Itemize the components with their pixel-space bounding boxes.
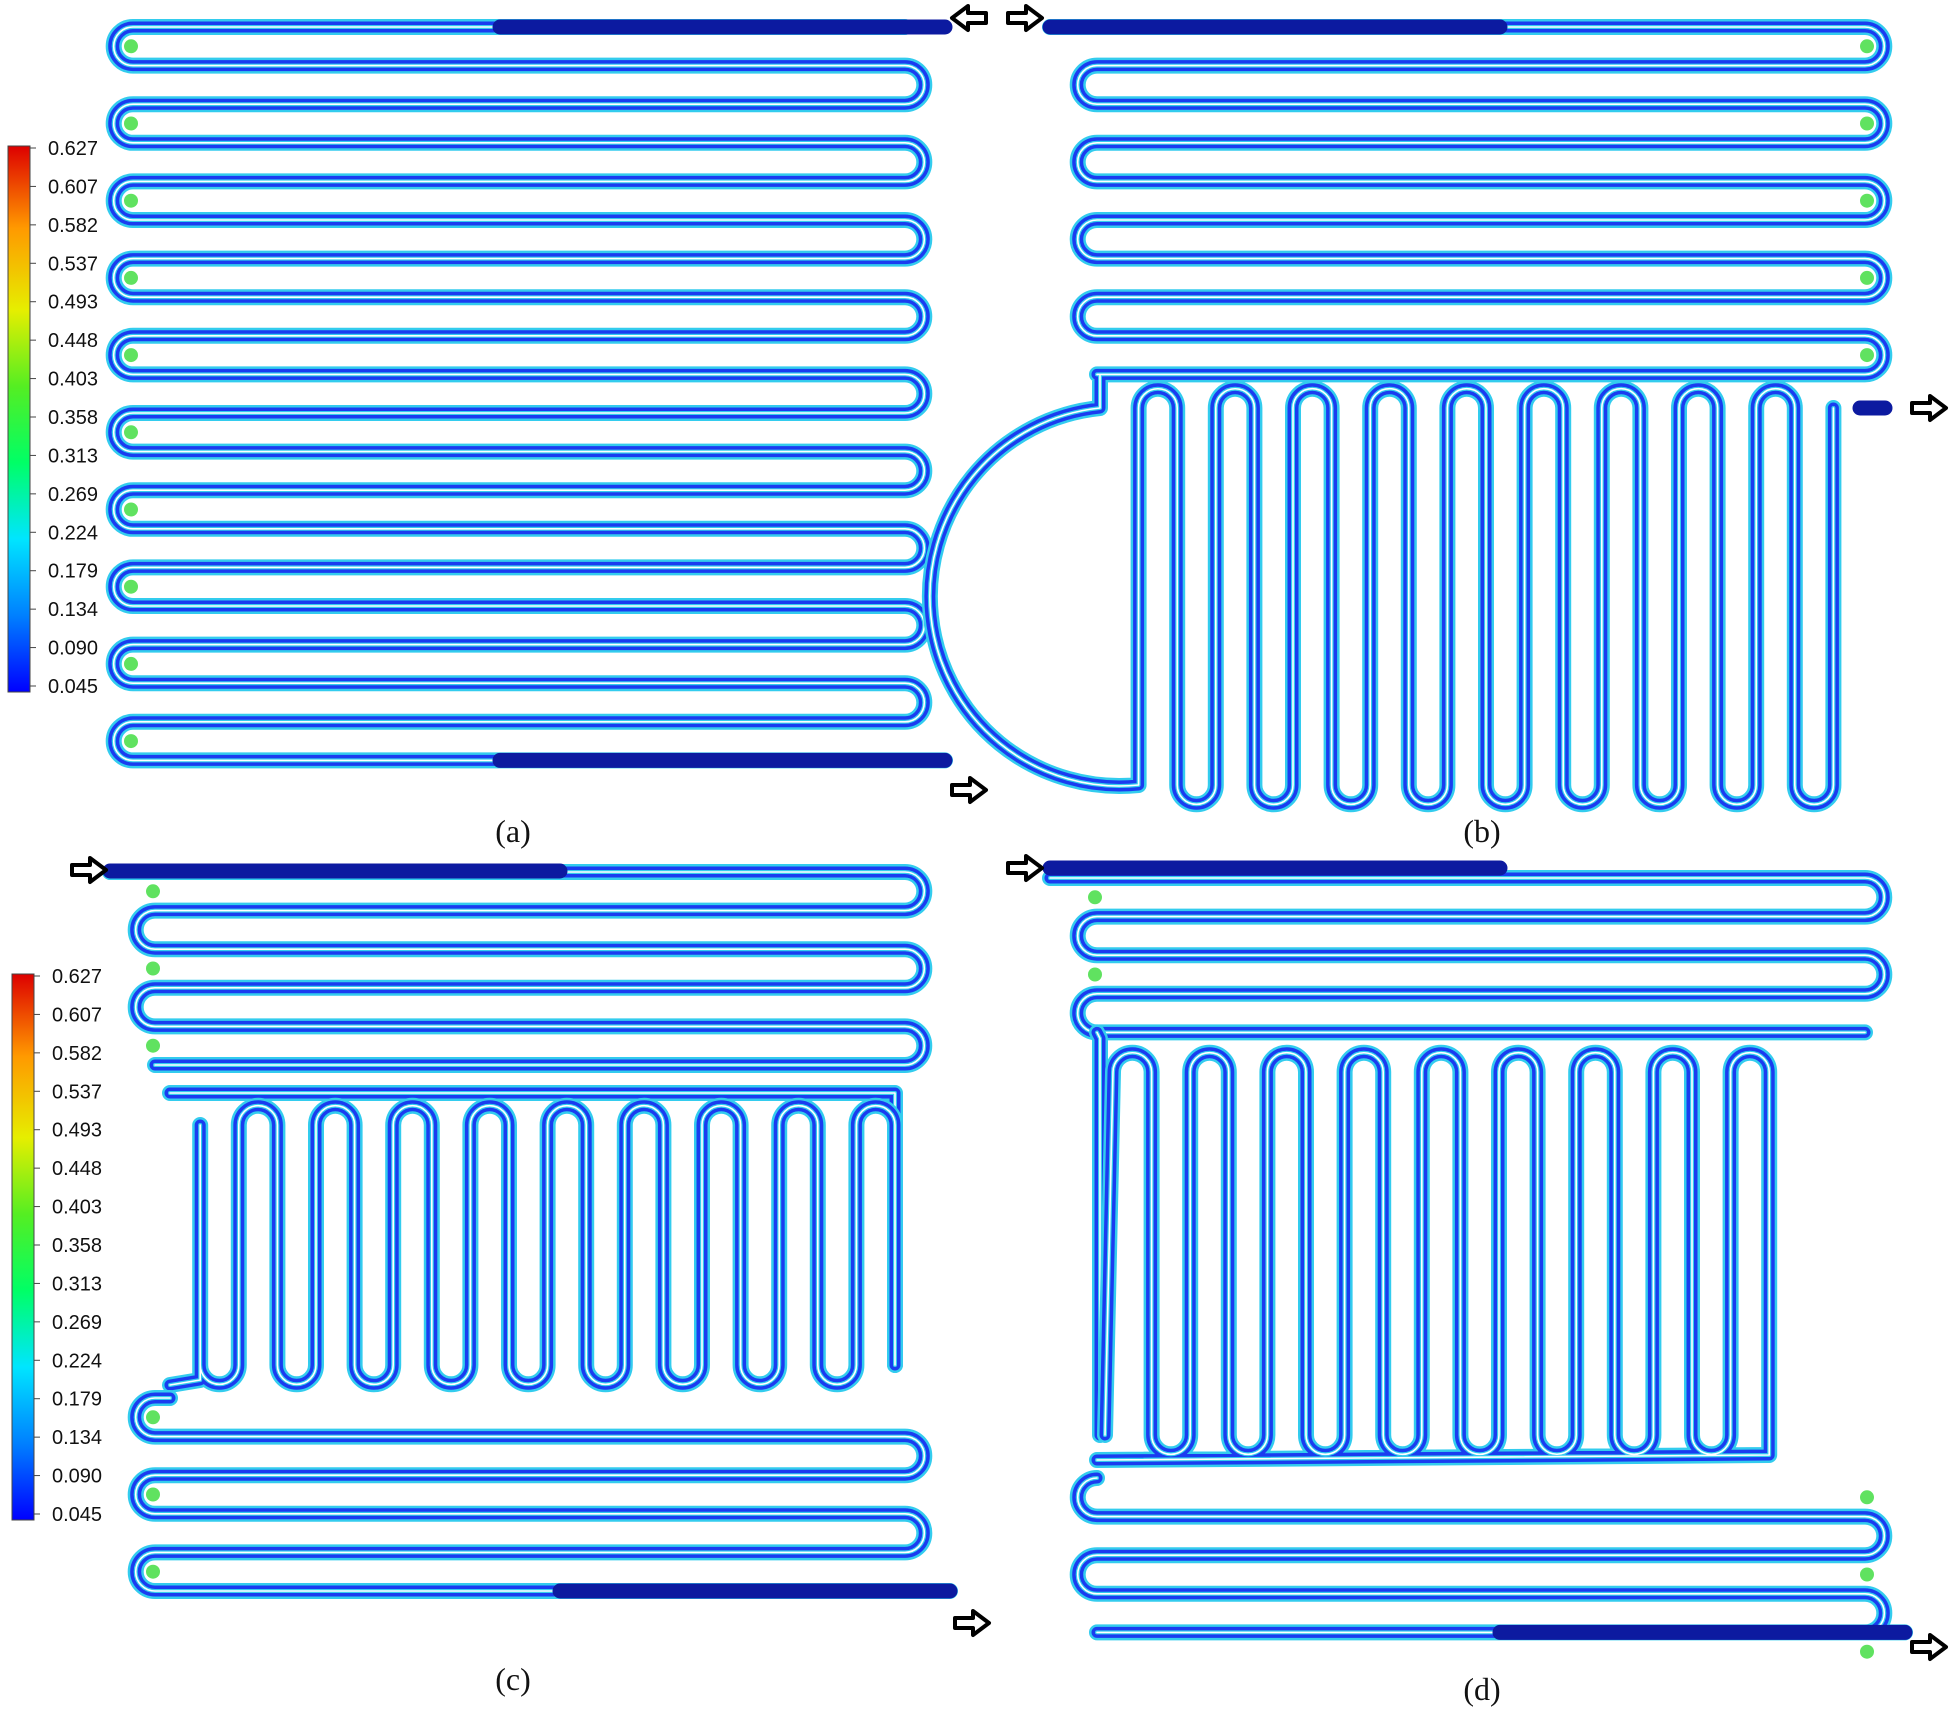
colorbar-tick-label: 0.313: [52, 1273, 102, 1295]
caption-d: (d): [1463, 1671, 1500, 1707]
colorbar-tick-label: 0.269: [48, 484, 98, 506]
colorbar-tick-label: 0.607: [48, 176, 98, 198]
hotspots-d: [1088, 890, 1874, 1659]
inlet-arrow-icon: [1006, 854, 1044, 882]
colorbar-tick-label: 0.090: [48, 638, 98, 660]
hotspots-a: [124, 39, 138, 749]
caption-b: (b): [1463, 813, 1500, 849]
colorbar-tick-label: 0.493: [52, 1120, 102, 1142]
colorbar-tick-label: 0.627: [52, 966, 102, 988]
panel-c: [70, 856, 991, 1637]
inlet-arrow-icon: [950, 4, 988, 32]
caption-c: (c): [495, 1661, 531, 1697]
colorbar-tick-label: 0.179: [52, 1389, 102, 1411]
outlet-arrow-icon: [953, 1609, 991, 1637]
colorbar-tick-label: 0.448: [48, 330, 98, 352]
outlet-arrow-icon: [950, 776, 988, 804]
colorbar-tick-label: 0.582: [48, 215, 98, 237]
colorbar-tick-label: 0.403: [48, 369, 98, 391]
colorbar-tick-label: 0.493: [48, 292, 98, 314]
colorbar-tick-label: 0.537: [48, 253, 98, 275]
colorbar-tick-label: 0.448: [52, 1158, 102, 1180]
colorbar-bottom: 0.627 0.607 0.582 0.537 0.493 0.448 0.403 0.358…: [11, 966, 102, 1526]
colorbar-tick-label: 0.045: [48, 676, 98, 698]
colorbar-top: 0.627 0.607 0.582 0.537 0.493 0.448 0.403 0.358…: [7, 138, 98, 698]
colorbar-tick-label: 0.607: [52, 1004, 102, 1026]
caption-a: (a): [495, 813, 531, 849]
colorbar-tick-label: 0.179: [48, 561, 98, 583]
colorbar-tick-label: 0.403: [52, 1197, 102, 1219]
panel-d: [1006, 854, 1948, 1661]
channel-c-bottom: [127, 1390, 958, 1599]
colorbar-tick-label: 0.313: [48, 445, 98, 467]
hotspots-c: [146, 884, 160, 1579]
colorbar-tick-label: 0.045: [52, 1504, 102, 1526]
outlet-arrow-icon: [1910, 394, 1948, 422]
colorbar-tick-label: 0.090: [52, 1466, 102, 1488]
colorbar-tick-label: 0.224: [52, 1350, 102, 1372]
hotspots-b: [1860, 39, 1874, 363]
colorbar-tick-label: 0.134: [48, 599, 98, 621]
colorbar-tick-label: 0.134: [52, 1427, 102, 1449]
channel-d-vertical: [1089, 1044, 1778, 1468]
channel-a: [105, 19, 953, 769]
channel-d-bottom: [1069, 1470, 1913, 1641]
colorbar-tick-label: 0.358: [48, 407, 98, 429]
channel-c-top: [102, 864, 933, 1073]
outlet-arrow-icon: [1910, 1633, 1948, 1661]
colorbar-tick-label: 0.537: [52, 1081, 102, 1103]
panel-a: [105, 4, 988, 804]
inlet-arrow-icon: [1006, 4, 1044, 32]
colorbar-tick-label: 0.269: [52, 1312, 102, 1334]
channel-b: [921, 19, 1893, 813]
inlet-arrow-icon: [70, 856, 108, 884]
channel-d-top: [1042, 870, 1893, 1041]
colorbar-tick-label: 0.627: [48, 138, 98, 160]
panel-b: [921, 4, 1948, 813]
channel-c-vertical: [162, 1097, 903, 1393]
colorbar-tick-label: 0.224: [48, 522, 98, 544]
colorbar-tick-label: 0.358: [52, 1235, 102, 1257]
colorbar-tick-label: 0.582: [52, 1043, 102, 1065]
